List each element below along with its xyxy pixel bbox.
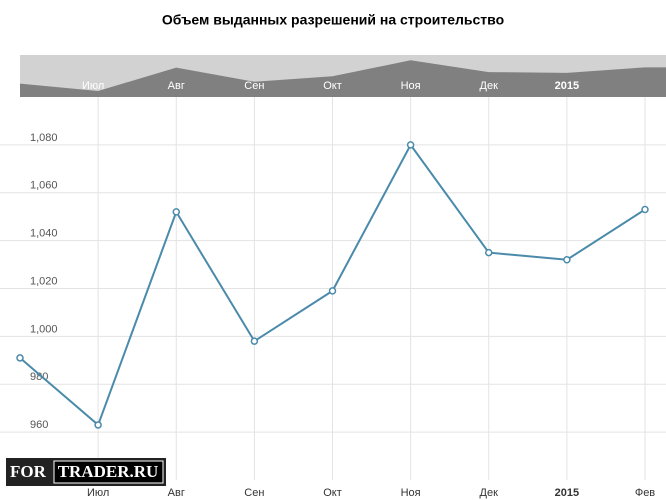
navigator-label: Авг — [168, 80, 185, 92]
marker — [563, 256, 571, 264]
watermark: FOR TRADER.RU — [6, 458, 166, 486]
y-tick-label: 980 — [30, 371, 48, 383]
navigator-label: 2015 — [555, 80, 579, 92]
y-tick-label: 1,000 — [30, 323, 58, 335]
marker — [485, 248, 493, 257]
y-tick-label: 1,080 — [30, 132, 58, 144]
chart-title: Объем выданных разрешений на строительст… — [162, 12, 504, 28]
x-tick-label: Фев — [635, 487, 655, 499]
navigator-label: Ноя — [401, 80, 421, 92]
marker — [250, 337, 259, 345]
marker — [641, 205, 649, 214]
x-tick-label: Авг — [168, 487, 185, 499]
marker — [328, 287, 337, 295]
navigator-label: Сен — [244, 80, 264, 92]
marker — [406, 141, 415, 149]
x-tick-label: Окт — [323, 487, 342, 499]
y-tick-label: 1,020 — [30, 275, 58, 287]
marker — [172, 208, 180, 216]
y-tick-label: 960 — [30, 419, 48, 431]
marker — [16, 354, 24, 362]
y-tick-label: 1,060 — [30, 180, 58, 192]
x-tick-label: Июл — [87, 487, 109, 499]
x-tick-label: 2015 — [555, 487, 579, 499]
navigator-area — [20, 60, 666, 97]
navigator-label: Дек — [480, 80, 499, 92]
navigator-label: Июл — [82, 80, 104, 92]
x-tick-label: Ноя — [401, 487, 421, 499]
marker — [94, 421, 102, 429]
watermark-right: TRADER.RU — [58, 462, 159, 481]
watermark-left: FOR — [10, 462, 47, 481]
x-tick-label: Дек — [480, 487, 499, 499]
x-tick-label: Сен — [244, 487, 264, 499]
y-tick-label: 1,040 — [30, 228, 58, 240]
navigator-label: Окт — [323, 80, 342, 92]
